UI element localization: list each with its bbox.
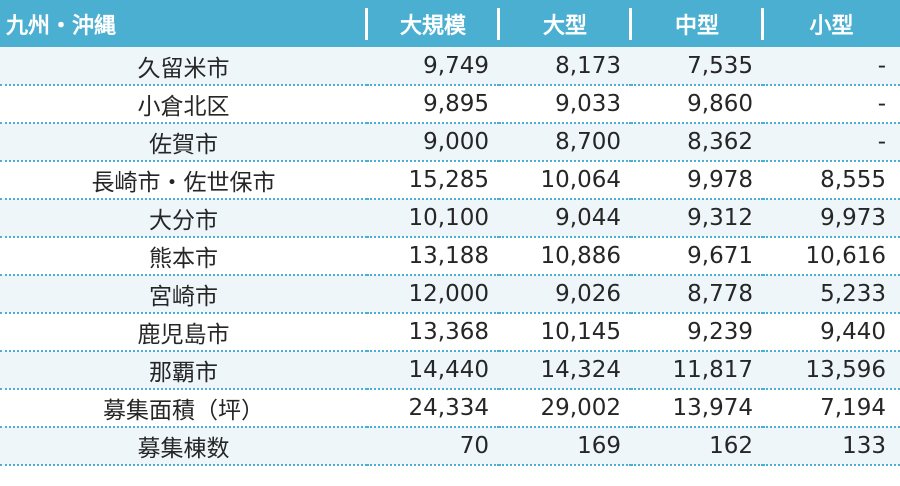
header-separator	[761, 8, 764, 40]
header-separator	[365, 8, 368, 40]
row-label: 佐賀市	[0, 123, 367, 162]
table-row: 鹿児島市 13,368 10,145 9,239 9,440	[0, 313, 900, 352]
header-large-scale-label: 大規模	[399, 13, 466, 39]
cell-small: -	[763, 85, 900, 124]
row-label: 久留米市	[0, 47, 367, 86]
header-region: 九州・沖縄	[0, 0, 367, 47]
cell-medium: 9,860	[631, 85, 763, 124]
cell-medium: 9,312	[631, 199, 763, 238]
cell-small: 9,973	[763, 199, 900, 238]
header-separator	[497, 8, 500, 40]
cell-small: 7,194	[763, 389, 900, 428]
cell-large-scale: 9,895	[367, 85, 499, 124]
row-label: 長崎市・佐世保市	[0, 161, 367, 200]
cell-large-scale: 13,368	[367, 313, 499, 352]
table-row: 熊本市 13,188 10,886 9,671 10,616	[0, 237, 900, 276]
header-large: 大型	[497, 0, 631, 47]
cell-small: 10,616	[763, 237, 900, 276]
row-label: 大分市	[0, 199, 367, 238]
cell-large: 10,145	[499, 313, 631, 352]
cell-small: 8,555	[763, 161, 900, 200]
cell-large: 169	[499, 427, 631, 466]
table-row: 那覇市 14,440 14,324 11,817 13,596	[0, 351, 900, 390]
row-label: 募集面積（坪）	[0, 389, 367, 428]
cell-large-scale: 10,100	[367, 199, 499, 238]
cell-small: 133	[763, 427, 900, 466]
cell-large-scale: 13,188	[367, 237, 499, 276]
cell-large-scale: 9,749	[367, 47, 499, 86]
table-row: 小倉北区 9,895 9,033 9,860 -	[0, 85, 900, 124]
cell-large-scale: 12,000	[367, 275, 499, 314]
table-row: 募集面積（坪） 24,334 29,002 13,974 7,194	[0, 389, 900, 428]
cell-small: -	[763, 123, 900, 162]
row-label: 募集棟数	[0, 427, 367, 466]
cell-large-scale: 9,000	[367, 123, 499, 162]
header-medium-label: 中型	[674, 13, 719, 39]
cell-large: 9,033	[499, 85, 631, 124]
cell-medium: 9,239	[631, 313, 763, 352]
cell-large-scale: 70	[367, 427, 499, 466]
row-label: 那覇市	[0, 351, 367, 390]
cell-medium: 8,362	[631, 123, 763, 162]
cell-large: 14,324	[499, 351, 631, 390]
cell-large-scale: 15,285	[367, 161, 499, 200]
header-large-label: 大型	[542, 13, 587, 39]
cell-large: 29,002	[499, 389, 631, 428]
cell-large: 9,026	[499, 275, 631, 314]
cell-small: -	[763, 47, 900, 86]
cell-medium: 9,671	[631, 237, 763, 276]
table-row: 募集棟数 70 169 162 133	[0, 427, 900, 466]
header-separator	[629, 8, 632, 40]
cell-small: 9,440	[763, 313, 900, 352]
cell-small: 13,596	[763, 351, 900, 390]
table-row: 宮崎市 12,000 9,026 8,778 5,233	[0, 275, 900, 314]
header-small: 小型	[761, 0, 900, 47]
cell-medium: 13,974	[631, 389, 763, 428]
cell-large: 9,044	[499, 199, 631, 238]
row-label: 宮崎市	[0, 275, 367, 314]
table-row: 久留米市 9,749 8,173 7,535 -	[0, 47, 900, 86]
table-row: 大分市 10,100 9,044 9,312 9,973	[0, 199, 900, 238]
cell-medium: 162	[631, 427, 763, 466]
cell-medium: 9,978	[631, 161, 763, 200]
cell-large: 8,700	[499, 123, 631, 162]
header-small-label: 小型	[809, 13, 854, 39]
rent-table: 九州・沖縄 大規模 大型 中型 小型 久留米市 9,749 8,173 7,53…	[0, 0, 900, 466]
cell-large: 10,064	[499, 161, 631, 200]
cell-large: 8,173	[499, 47, 631, 86]
cell-medium: 7,535	[631, 47, 763, 86]
header-large-scale: 大規模	[365, 0, 499, 47]
cell-large-scale: 14,440	[367, 351, 499, 390]
row-label: 鹿児島市	[0, 313, 367, 352]
cell-medium: 8,778	[631, 275, 763, 314]
header-medium: 中型	[629, 0, 763, 47]
table-row: 佐賀市 9,000 8,700 8,362 -	[0, 123, 900, 162]
cell-large-scale: 24,334	[367, 389, 499, 428]
row-label: 小倉北区	[0, 85, 367, 124]
cell-small: 5,233	[763, 275, 900, 314]
cell-large: 10,886	[499, 237, 631, 276]
header-row: 九州・沖縄 大規模 大型 中型 小型	[0, 0, 900, 47]
table-row: 長崎市・佐世保市 15,285 10,064 9,978 8,555	[0, 161, 900, 200]
row-label: 熊本市	[0, 237, 367, 276]
cell-medium: 11,817	[631, 351, 763, 390]
